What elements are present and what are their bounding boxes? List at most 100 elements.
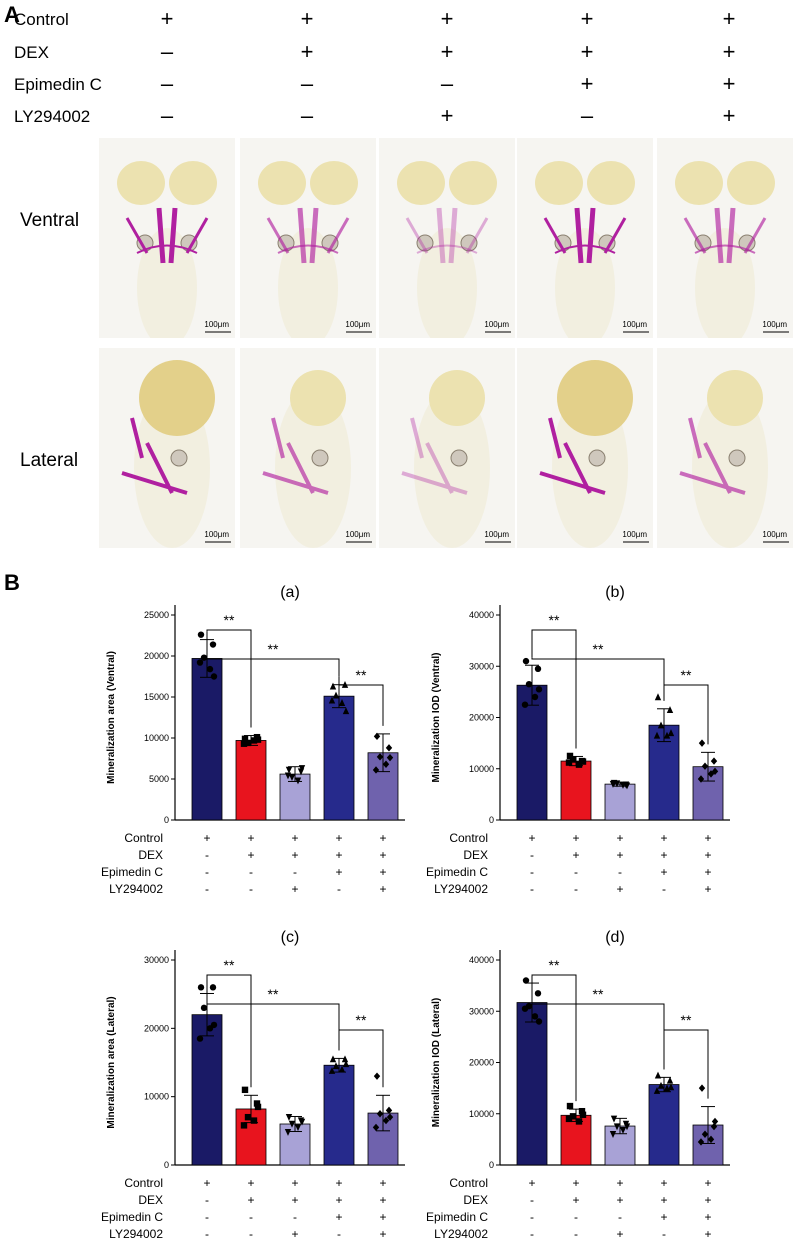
treatment-sign: + [704,831,711,845]
sign: + [580,39,594,64]
data-point [206,665,214,673]
panel-b-letter: B [4,570,20,595]
bar [235,740,267,821]
micrograph-tile: 100μm [99,138,235,338]
data-point [284,772,292,780]
data-point [284,1129,292,1136]
data-point [254,1103,262,1111]
data-point [565,759,573,766]
data-point [579,758,587,765]
data-point [654,693,662,701]
eye-left [397,161,445,205]
treatment-sign: + [291,831,298,845]
row-label-epimedin: Epimedin C [14,75,102,94]
cartilage-stain [121,417,188,495]
bar-chart-c: (c) Mineralization area (Lateral) 0 10000 20… [101,929,405,1241]
otolith [460,234,478,252]
sign: + [722,6,736,31]
larva-body [695,228,755,338]
otolith [311,449,329,467]
treatment-label: DEX [138,848,163,862]
sign: + [440,103,454,128]
data-point [667,1083,675,1091]
larva-body [414,388,490,548]
y-tick-label: 30000 [469,661,494,671]
eye-left [675,161,723,205]
treatment-sign: + [660,831,667,845]
data-point [657,1081,665,1089]
otolith [728,449,746,467]
y-tick-label: 30000 [469,1006,494,1016]
data-point [338,1065,346,1073]
significance-label: ** [356,667,367,683]
data-point [197,631,205,638]
y-tick-label: 40000 [469,610,494,620]
y-tick-label: 10000 [469,1109,494,1119]
data-point [575,761,583,768]
y-tick-label: 40000 [469,955,494,965]
data-point [711,767,719,776]
data-point [241,1086,249,1094]
bar [191,1014,223,1166]
treatment-sign: + [335,848,342,862]
micrograph-drawing [517,138,653,338]
data-point [288,774,296,782]
data-point [701,1130,709,1138]
data-point [623,1123,631,1131]
data-point [522,657,530,665]
data-point [654,1071,662,1079]
data-point [382,760,390,768]
sign: – [160,103,174,128]
significance-label: ** [356,1012,367,1028]
sign: + [160,6,174,31]
scale-bar-label: 100μm [762,320,787,329]
treatment-sign: + [335,831,342,845]
bar-chart-d: (d) Mineralization IOD (Lateral) 0 10000 200… [426,929,730,1241]
row-label-control: Control [14,10,69,29]
treatment-sign: + [660,865,667,879]
larva-body [555,228,615,338]
data-point [710,1122,718,1131]
treatment-sign: + [616,1176,623,1190]
y-axis-label: Mineralization area (Ventral) [106,651,117,784]
data-point [332,691,340,699]
data-point [285,1113,293,1121]
sign: – [300,103,314,128]
micrograph-drawing [517,348,653,548]
data-point [566,752,574,760]
panel-a-letter: A [4,2,20,27]
treatment-sign: - [618,865,622,879]
treatment-sign: + [335,1210,342,1224]
y-tick-label: 20000 [144,1023,169,1033]
data-point [210,1021,218,1029]
data-point [244,1113,252,1121]
treatment-sign: - [205,882,209,896]
data-point [254,736,262,743]
significance-label: ** [681,1012,692,1028]
eye-right [310,161,358,205]
treatment-sign: + [247,1176,254,1190]
data-point [521,1005,529,1012]
view-label-lateral: Lateral [20,450,79,471]
treatment-sign: - [574,865,578,879]
treatment-sign: - [337,882,341,896]
bar [604,783,636,821]
data-point [372,766,380,774]
treatment-sign: - [530,1227,534,1241]
data-point [200,654,208,661]
chart-title: (a) [280,584,300,601]
data-point [341,681,349,688]
sign: + [300,39,314,64]
bar [323,1064,355,1166]
chart-title: (b) [605,584,625,601]
sign: + [722,103,736,128]
data-point [210,673,218,680]
data-point [341,1055,349,1063]
treatment-sign: + [704,1210,711,1224]
cartilage-stain [714,207,736,264]
treatment-sign: + [660,1176,667,1190]
sign: + [722,39,736,64]
data-point [525,680,533,688]
data-point [653,731,661,739]
cartilage-stain [405,217,489,254]
